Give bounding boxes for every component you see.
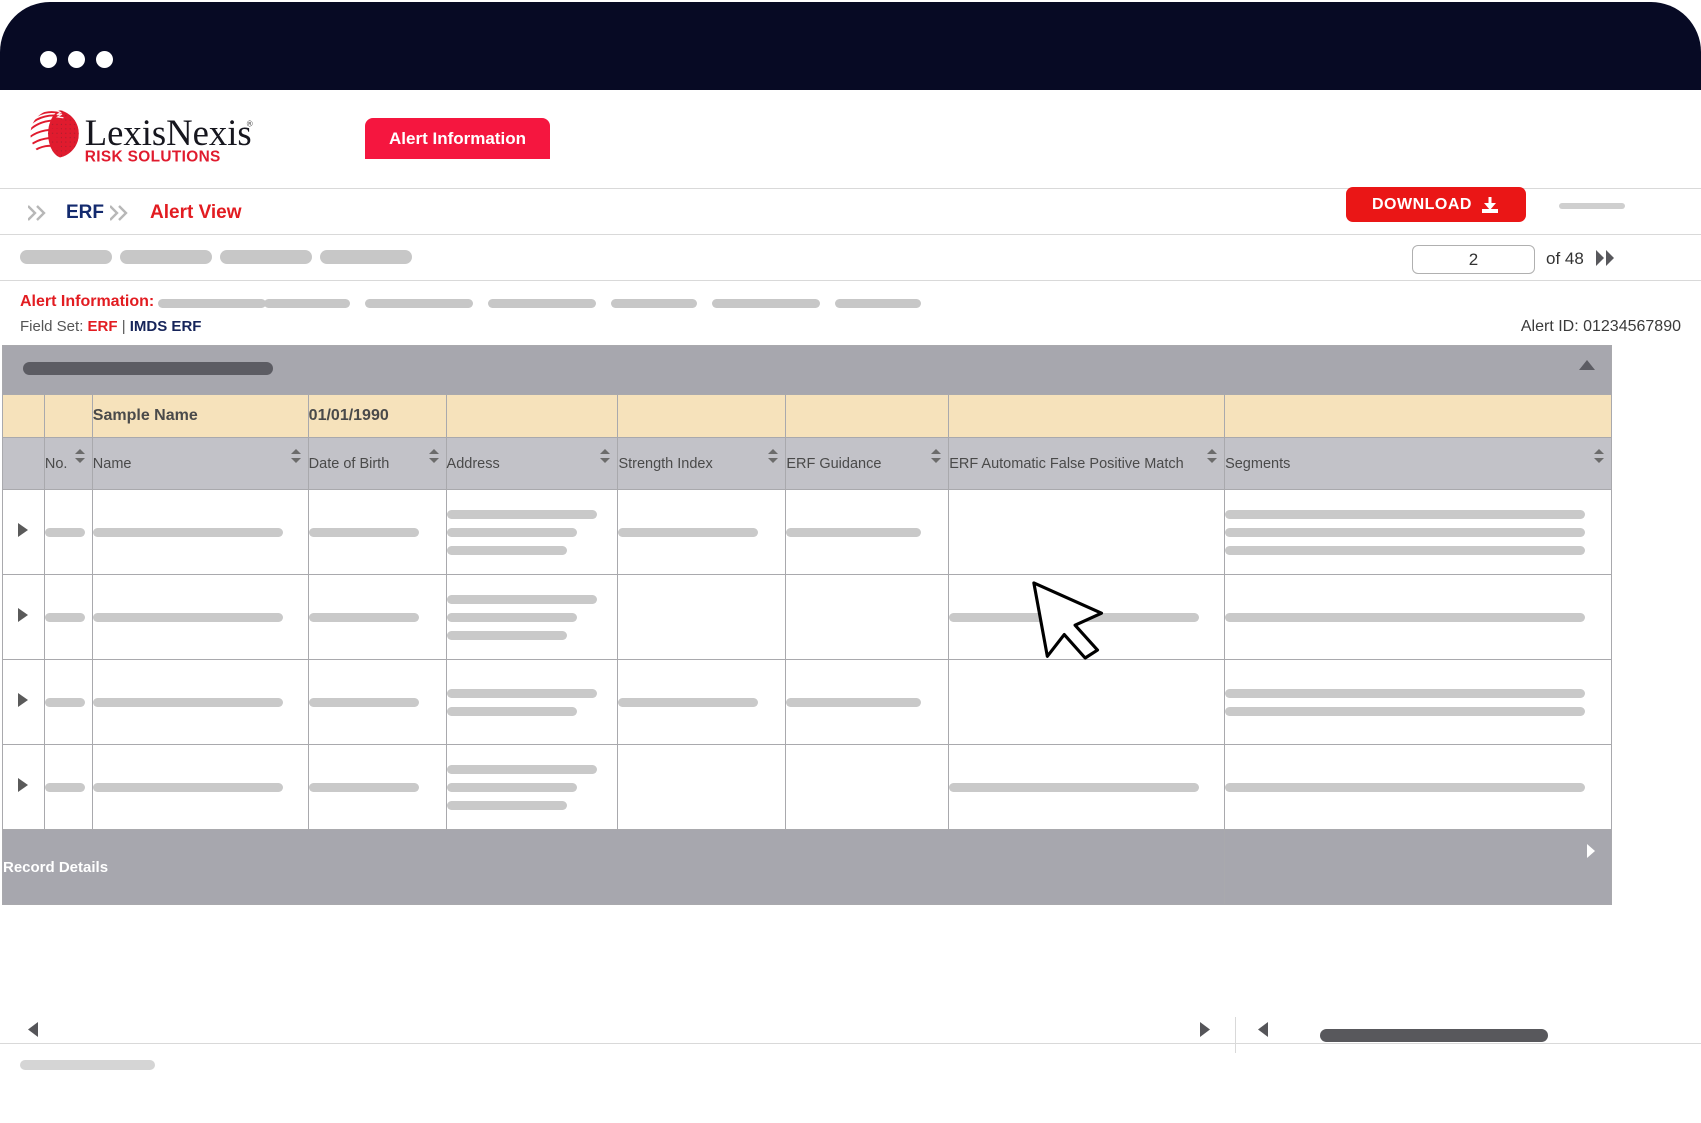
svg-text:RISK SOLUTIONS: RISK SOLUTIONS — [85, 149, 221, 166]
svg-text:®: ® — [247, 120, 253, 129]
svg-text:LexisNexis: LexisNexis — [85, 112, 252, 153]
